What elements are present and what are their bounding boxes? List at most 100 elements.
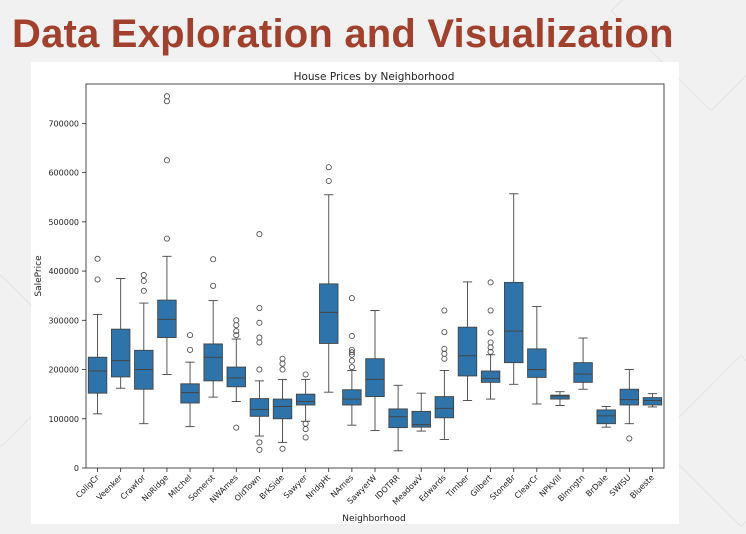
x-tick-label: Timber — [444, 473, 471, 500]
outlier-point — [256, 231, 263, 238]
iqr-box — [411, 410, 431, 428]
iqr-box — [272, 398, 293, 420]
outlier-point — [256, 304, 263, 311]
x-tick-label: ClearCr — [513, 473, 541, 501]
y-axis-label: SalePrice — [34, 255, 44, 297]
y-tick-label: 500000 — [48, 218, 79, 227]
outlier-point — [233, 317, 240, 324]
outlier-point — [441, 307, 448, 314]
outlier-point — [210, 282, 217, 289]
outlier-point — [487, 307, 494, 314]
box-Timber — [457, 281, 478, 402]
box-ClearCr — [527, 306, 547, 405]
outlier-point — [233, 322, 240, 329]
x-tick-label: BrDale — [584, 473, 610, 499]
outlier-point — [187, 346, 194, 353]
outlier-point — [233, 332, 240, 339]
y-tick-label: 600000 — [48, 169, 79, 178]
outlier-point — [233, 328, 240, 335]
box-StoneBr — [504, 193, 524, 385]
iqr-box — [642, 397, 663, 406]
outlier-point — [163, 235, 170, 242]
chart-title: House Prices by Neighborhood — [294, 71, 455, 83]
iqr-box — [319, 283, 339, 344]
outlier-point — [279, 445, 286, 452]
box-BrDale — [596, 406, 616, 428]
outlier-point — [348, 357, 355, 364]
y-tick-label: 0 — [74, 464, 79, 473]
iqr-box — [527, 348, 547, 378]
box-CollgCr — [87, 255, 108, 415]
iqr-box — [365, 358, 385, 398]
box-Blmngtn — [573, 337, 593, 390]
iqr-box — [573, 362, 593, 383]
iqr-box — [249, 398, 270, 417]
box-NridgHt — [319, 164, 339, 393]
box-Blueste — [642, 393, 663, 408]
outlier-point — [233, 424, 240, 431]
outlier-point — [302, 426, 309, 433]
box-NAmes — [342, 295, 362, 426]
outlier-point — [140, 277, 147, 284]
box-Somerst — [203, 256, 223, 398]
outlier-point — [487, 329, 494, 336]
iqr-box — [180, 383, 200, 404]
box-NoRidge — [157, 93, 177, 375]
outlier-point — [256, 339, 263, 346]
iqr-box — [480, 370, 501, 383]
outlier-point — [256, 319, 263, 326]
box-SWISU — [619, 369, 640, 442]
box-Edwards — [434, 307, 455, 440]
iqr-box — [110, 328, 131, 378]
outlier-point — [94, 255, 101, 262]
outlier-point — [302, 371, 309, 378]
box-NWAmes — [226, 317, 246, 431]
box-NPkVill — [550, 391, 570, 406]
iqr-box — [596, 409, 616, 425]
outlier-point — [487, 339, 494, 346]
x-tick-label: NridgHt — [304, 473, 332, 501]
x-tick-label: StoneBr — [488, 473, 517, 502]
box-Mitchel — [180, 332, 200, 428]
outlier-point — [256, 334, 263, 341]
iqr-box — [457, 326, 478, 377]
iqr-box — [226, 366, 246, 388]
outlier-point — [163, 157, 170, 164]
outlier-point — [348, 349, 355, 356]
y-tick-label: 700000 — [48, 119, 79, 128]
x-tick-label: BrkSide — [258, 473, 286, 501]
outlier-point — [626, 435, 633, 442]
outlier-point — [441, 345, 448, 352]
box-Veenker — [110, 278, 131, 389]
chart-panel: House Prices by Neighborhood 0 100000 2000… — [31, 62, 679, 524]
outlier-point — [348, 346, 355, 353]
iqr-box — [203, 343, 223, 382]
y-tick-label: 400000 — [48, 267, 79, 276]
boxes — [87, 93, 663, 453]
box-IDOTRR — [388, 384, 408, 452]
outlier-point — [487, 279, 494, 286]
outlier-point — [348, 364, 355, 371]
box-SawyerW — [365, 310, 385, 432]
x-axis-label: Neighborhood — [342, 514, 405, 524]
box-OldTown — [249, 231, 270, 453]
outlier-point — [302, 434, 309, 441]
y-tick-label: 200000 — [48, 366, 79, 375]
outlier-point — [279, 355, 286, 362]
iqr-box — [434, 396, 455, 419]
outlier-point — [163, 98, 170, 105]
outlier-point — [441, 355, 448, 362]
box-BrkSide — [272, 355, 293, 452]
outlier-point — [348, 333, 355, 340]
outlier-point — [256, 439, 263, 446]
y-tick-label: 300000 — [48, 316, 79, 325]
iqr-box — [295, 393, 316, 406]
outlier-point — [325, 177, 332, 184]
outlier-point — [325, 164, 332, 171]
iqr-box — [87, 356, 108, 394]
outlier-point — [210, 256, 217, 263]
outlier-point — [256, 446, 263, 453]
box-Gilbert — [480, 279, 501, 400]
slide-title: Data Exploration and Visualization — [12, 12, 674, 56]
x-tick-label: Blueste — [628, 473, 656, 501]
